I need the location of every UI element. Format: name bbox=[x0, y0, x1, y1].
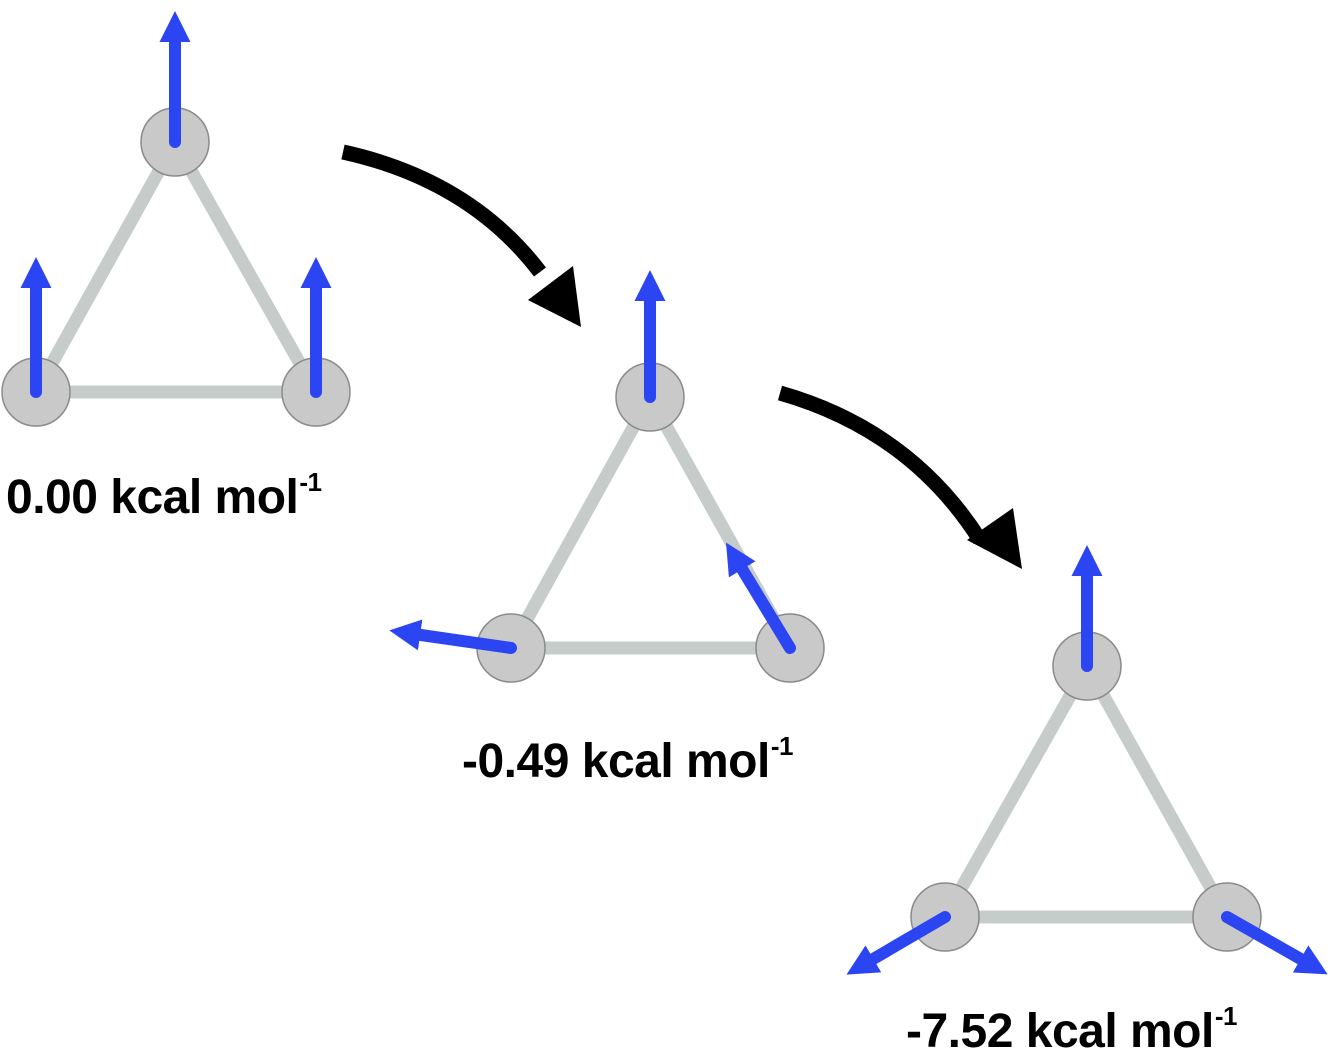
bond bbox=[1080, 659, 1234, 924]
energy-label-state-1: 0.00 kcal mol-1 bbox=[6, 469, 322, 524]
spin-arrow-icon bbox=[726, 542, 796, 654]
bond bbox=[29, 135, 182, 399]
state-1-triangle bbox=[1, 11, 351, 427]
state-2-triangle bbox=[389, 270, 825, 683]
bond bbox=[938, 659, 1094, 924]
state-2-bonds bbox=[504, 390, 797, 655]
energy-unit-exponent: -1 bbox=[1214, 1001, 1238, 1031]
spin-arrow-icon bbox=[389, 619, 517, 654]
bond bbox=[168, 135, 323, 399]
spin-arrow-icon bbox=[1221, 911, 1328, 975]
energy-value: 0.00 kcal mol bbox=[6, 471, 299, 524]
energy-unit-exponent: -1 bbox=[299, 467, 322, 497]
spin-arrow-icon bbox=[846, 911, 951, 975]
curved-arrow-icon bbox=[777, 385, 1022, 569]
state-3-bonds bbox=[938, 659, 1234, 924]
state-1-bonds bbox=[29, 135, 323, 399]
state-3-triangle bbox=[846, 545, 1328, 975]
curved-arrow-icon bbox=[341, 144, 581, 327]
energy-value: -7.52 kcal mol bbox=[906, 1005, 1214, 1058]
energy-value: -0.49 kcal mol bbox=[462, 735, 770, 788]
energy-label-state-2: -0.49 kcal mol-1 bbox=[462, 733, 793, 788]
energy-label-state-3: -7.52 kcal mol-1 bbox=[906, 1003, 1237, 1058]
bond bbox=[504, 390, 657, 655]
energy-unit-exponent: -1 bbox=[770, 731, 794, 761]
